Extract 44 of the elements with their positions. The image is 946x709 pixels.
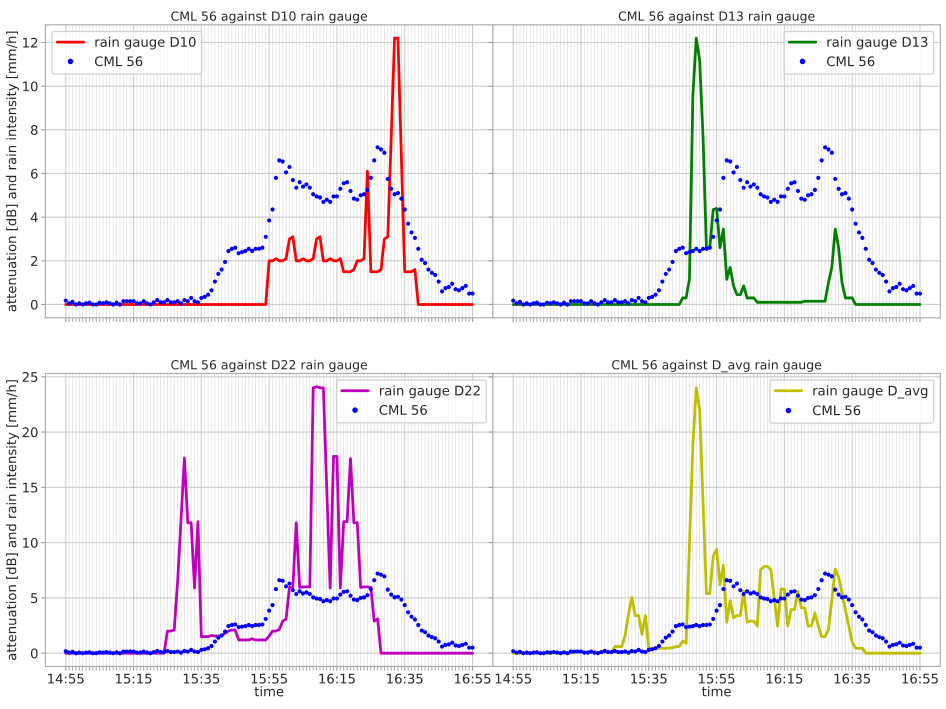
legend-label: rain gauge D_avg (813, 385, 928, 398)
chart-title: CML 56 against D_avg rain gauge (612, 360, 822, 372)
x-tick-label: 15:35 (631, 674, 667, 684)
x-tick-label: 16:15 (319, 674, 355, 684)
x-tick-label: 16:35 (387, 674, 423, 684)
y-tick-label: 0 (30, 300, 38, 310)
y-tick-label: 10 (23, 538, 38, 548)
legend-label: CML 56 (380, 404, 427, 415)
x-tick-label: 16:15 (766, 674, 802, 684)
chart-title: CML 56 against D13 rain gauge (618, 11, 815, 24)
x-tick-label: 14:55 (48, 674, 84, 684)
x-tick-label: 16:35 (834, 674, 870, 684)
x-tick-label: 15:15 (116, 674, 152, 684)
y-tick-label: 20 (22, 427, 38, 438)
x-tick-label: 15:55 (699, 674, 734, 684)
y-tick-label: 2 (31, 256, 38, 266)
y-tick-label: 0 (30, 648, 38, 658)
chart-title: CML 56 against D10 rain gauge (171, 11, 368, 24)
x-tick-label: 15:35 (184, 674, 220, 684)
x-tick-label: 15:55 (252, 674, 287, 684)
legend-label: CML 56 (812, 405, 860, 416)
x-tick-label: 14:55 (496, 674, 532, 684)
y-tick-label: 15 (23, 482, 38, 493)
legend-label: CML 56 (94, 56, 142, 66)
y-tick-label: 6 (30, 168, 38, 179)
y-tick-label: 4 (30, 212, 38, 222)
y-axis-title: attenuation [dB] and rain intensity [mm/h] (6, 380, 19, 660)
line-series (64, 36, 474, 306)
y-tick-label: 12 (23, 38, 38, 48)
y-tick-label: 10 (23, 81, 38, 92)
y-tick-label: 25 (22, 372, 38, 382)
y-tick-label: 8 (30, 125, 38, 136)
legend-label: CML 56 (826, 56, 874, 66)
legend-label: rain gauge D13 (827, 36, 928, 50)
x-tick-label: 16:55 (902, 674, 938, 684)
x-tick-label: 16:55 (454, 674, 490, 684)
legend-label: rain gauge D22 (380, 385, 480, 398)
y-tick-label: 5 (31, 593, 38, 604)
y-axis-title: attenuation [dB] and rain intensity [mm/h] (6, 32, 19, 312)
chart-title: CML 56 against D22 rain gauge (171, 360, 368, 372)
x-axis-title: time (254, 686, 284, 696)
x-axis-title: time (702, 686, 731, 696)
legend-label: rain gauge D10 (95, 36, 196, 50)
x-tick-label: 15:15 (563, 674, 599, 684)
